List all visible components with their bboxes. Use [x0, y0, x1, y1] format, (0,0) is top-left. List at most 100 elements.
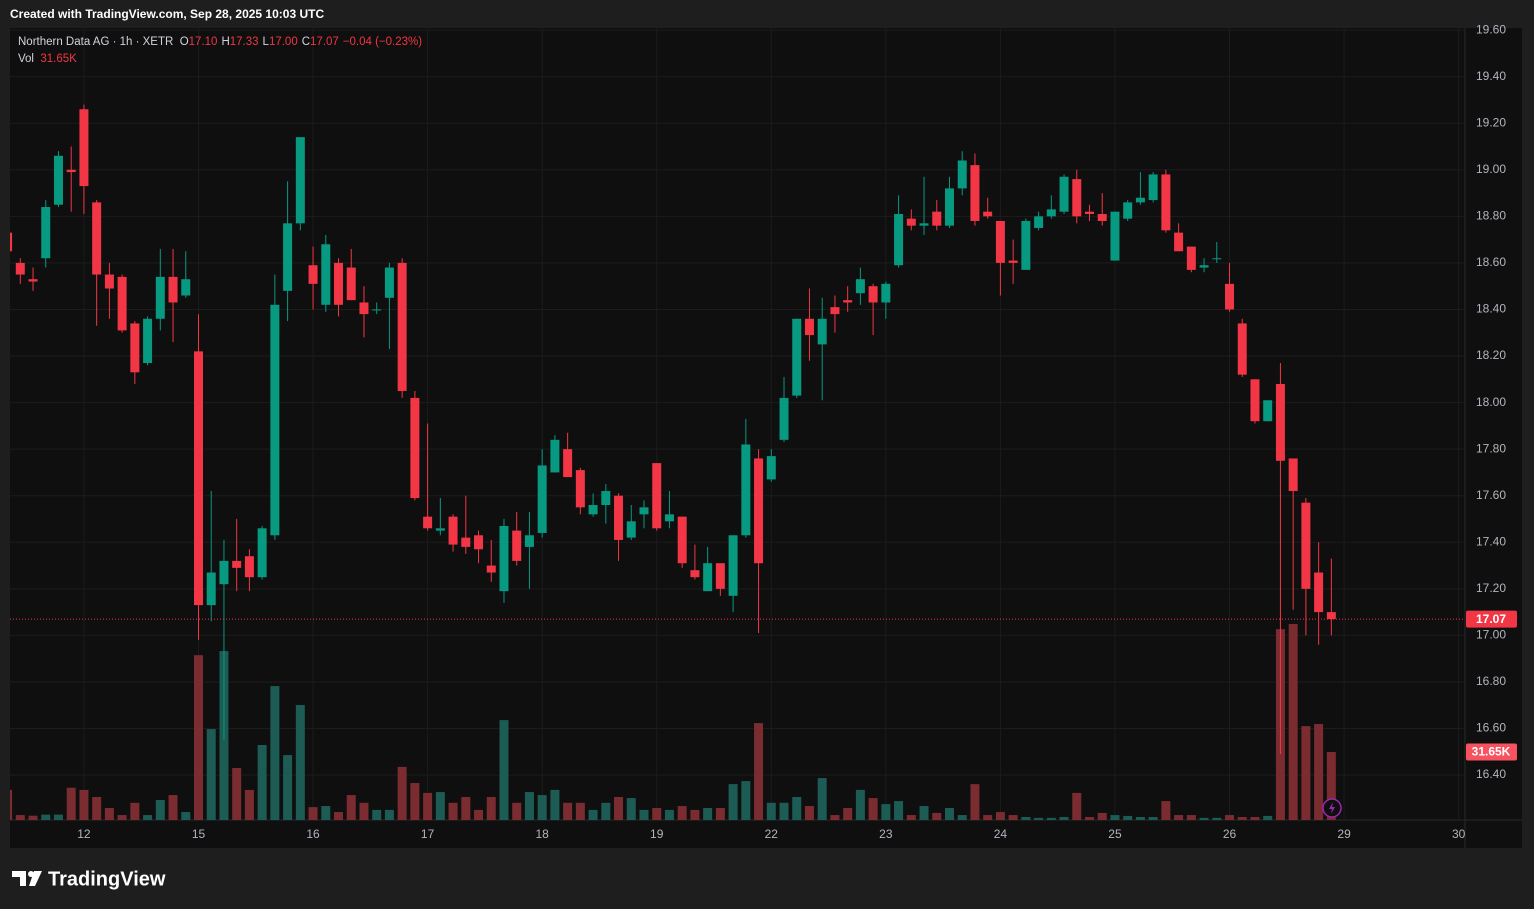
y-tick-label: 18.80 [1476, 209, 1506, 223]
candle-body [1225, 283, 1235, 310]
candle-body [359, 302, 369, 315]
y-tick-label: 19.20 [1476, 115, 1506, 129]
volume-key: Vol [18, 53, 34, 65]
candle-body [104, 274, 114, 289]
candle-body [308, 265, 318, 284]
volume-bar [1034, 817, 1044, 820]
ohlc-value: 17.07 [310, 36, 339, 48]
volume-bar [957, 815, 967, 820]
candle-body [843, 300, 853, 303]
volume-bar [664, 809, 674, 820]
y-tick-label: 17.40 [1476, 534, 1506, 548]
volume-bar [1263, 815, 1273, 820]
candle-body [639, 507, 649, 515]
candle-body [995, 220, 1005, 263]
volume-bar [359, 802, 369, 820]
candle-body [283, 223, 293, 291]
candle-body [232, 560, 242, 568]
volume-bar [1085, 816, 1095, 820]
change: −0.04 (−0.23%) [342, 36, 423, 48]
volume-bar [766, 802, 776, 820]
volume-bar [894, 801, 904, 820]
volume-bar [995, 812, 1005, 820]
volume-bar [524, 792, 534, 820]
candle-body [664, 514, 674, 522]
candle-body [741, 444, 751, 536]
volume-bar [155, 800, 165, 820]
candle-body [1034, 216, 1044, 228]
volume-bar [906, 815, 916, 820]
alert-icon [1322, 798, 1342, 818]
volume-bar [206, 729, 216, 820]
volume-bar [1288, 624, 1298, 820]
volume-bar [1123, 815, 1133, 820]
volume-bar [1186, 815, 1196, 820]
volume-bar [703, 807, 713, 820]
volume-bar [843, 807, 853, 820]
volume-bar [1199, 817, 1209, 820]
candle-body [193, 351, 203, 606]
candle-body [181, 279, 191, 296]
candle-body [804, 318, 814, 336]
candle-body [1237, 323, 1247, 375]
x-tick-label: 16 [306, 827, 320, 841]
candle-body [28, 279, 38, 282]
volume-bar [117, 815, 127, 820]
candle-body [1059, 176, 1069, 212]
volume-bar [168, 795, 178, 820]
candle-body [919, 223, 929, 226]
volume-bar [804, 806, 814, 820]
volume-bar [550, 789, 560, 820]
volume-bar [754, 723, 764, 820]
volume-bar [588, 809, 598, 820]
volume-bar [79, 789, 89, 820]
volume-bar [1225, 815, 1235, 820]
candle-body [715, 563, 725, 589]
x-tick-label: 17 [421, 827, 435, 841]
candle-body [588, 505, 598, 515]
volume-bar [410, 783, 420, 820]
x-tick-label: 24 [994, 827, 1008, 841]
volume-bar [728, 784, 738, 820]
volume-bar [1097, 812, 1107, 820]
volume-bar [1174, 815, 1184, 820]
candle-body [1212, 258, 1222, 260]
ohlc-value: 17.10 [188, 36, 218, 48]
volume-bar [1021, 816, 1031, 820]
y-tick-label: 17.00 [1476, 628, 1506, 642]
volume-bar [792, 797, 802, 820]
candle-body [1275, 383, 1285, 461]
volume-bar [257, 744, 267, 820]
candle-body [728, 535, 738, 596]
candle-body [1148, 174, 1158, 201]
candle-body [423, 516, 433, 529]
volume-bar [397, 766, 407, 820]
candle-body [1326, 612, 1336, 620]
candle-body [779, 397, 789, 440]
volume-bar [283, 755, 293, 820]
volume-tag [1466, 743, 1517, 761]
candle-body [244, 556, 254, 578]
ohlc: O17.10 H17.33 L17.00 C17.07 [180, 36, 343, 48]
candle-body [932, 211, 942, 226]
candle-body [41, 207, 51, 259]
candle-body [1097, 214, 1107, 221]
volume-bar [563, 802, 573, 820]
candle-body [117, 276, 127, 331]
candle-body [53, 155, 63, 205]
candle-body [1263, 400, 1273, 422]
volume-line: Vol 31.65K [18, 51, 422, 68]
volume-bar [461, 797, 471, 820]
volume-bar [1161, 801, 1171, 820]
candle-body [1046, 209, 1056, 217]
candle-body [524, 535, 534, 547]
candle-body [257, 528, 267, 578]
volume-value: 31.65K [40, 53, 77, 65]
legend: Northern Data AG · 1h · XETR O17.10 H17.3… [18, 34, 422, 68]
candle-body [906, 218, 916, 226]
volume-bar [232, 767, 242, 820]
y-tick-label: 19.00 [1476, 162, 1506, 176]
volume-bar [372, 809, 382, 820]
